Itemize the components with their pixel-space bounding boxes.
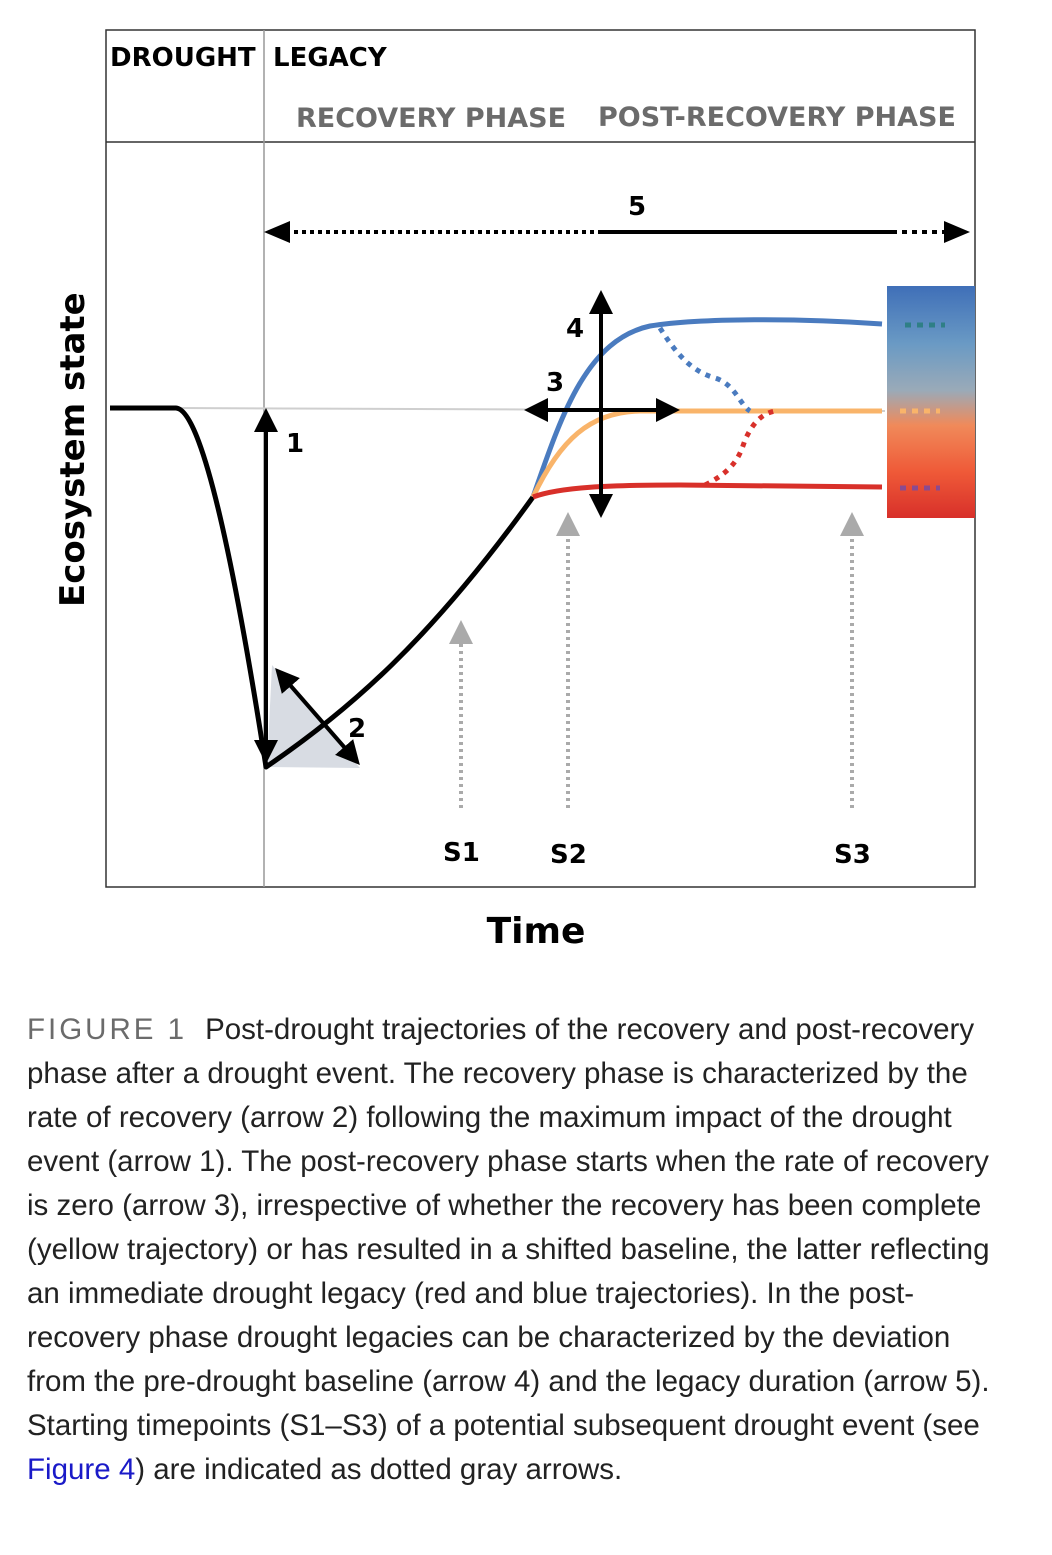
s3-arrowhead	[840, 512, 864, 536]
pre-drought-trajectory	[110, 405, 536, 770]
x-axis-title: Time	[487, 911, 586, 952]
header-recovery-phase: RECOVERY PHASE	[296, 103, 566, 134]
header-legacy: LEGACY	[273, 43, 388, 73]
diagram-svg: DROUGHT LEGACY RECOVERY PHASE POST-RECOV…	[53, 29, 976, 952]
s2-arrowhead	[556, 512, 580, 536]
arrow-2-label: 2	[348, 714, 366, 744]
arrow-5-head-left	[264, 221, 290, 243]
s3-label: S3	[834, 840, 871, 870]
arrow-5-head-right	[944, 221, 970, 243]
caption-label: FIGURE 1	[27, 1013, 188, 1046]
blue-shift-dotted	[657, 326, 752, 414]
red-shift-dotted	[703, 408, 776, 488]
arrow-2	[275, 667, 360, 766]
diagram-frame	[105, 29, 976, 888]
arrow-5-label: 5	[628, 192, 646, 222]
figure-4-link[interactable]: Figure 4	[27, 1453, 136, 1486]
arrow-1-label: 1	[286, 429, 304, 459]
figure-diagram: DROUGHT LEGACY RECOVERY PHASE POST-RECOV…	[53, 29, 976, 952]
y-axis-title: Ecosystem state	[53, 292, 93, 607]
figure-caption: FIGURE 1 Post-drought trajectories of the…	[27, 1008, 1017, 1492]
header-post-recovery-phase: POST-RECOVERY PHASE	[598, 102, 956, 133]
s1-arrowhead	[449, 620, 473, 644]
s1-label: S1	[443, 838, 480, 868]
caption-text: Post-drought trajectories of the recover…	[27, 1013, 990, 1442]
recovery-rate-triangle	[267, 665, 360, 768]
arrow-3-label: 3	[546, 368, 564, 398]
s2-label: S2	[550, 840, 587, 870]
arrow-4-label: 4	[566, 314, 584, 344]
header-drought: DROUGHT	[110, 43, 256, 73]
caption-text-end: ) are indicated as dotted gray arrows.	[135, 1453, 623, 1486]
legacy-gradient-bar	[887, 286, 975, 518]
red-trajectory	[532, 482, 883, 500]
blue-trajectory	[530, 317, 883, 498]
